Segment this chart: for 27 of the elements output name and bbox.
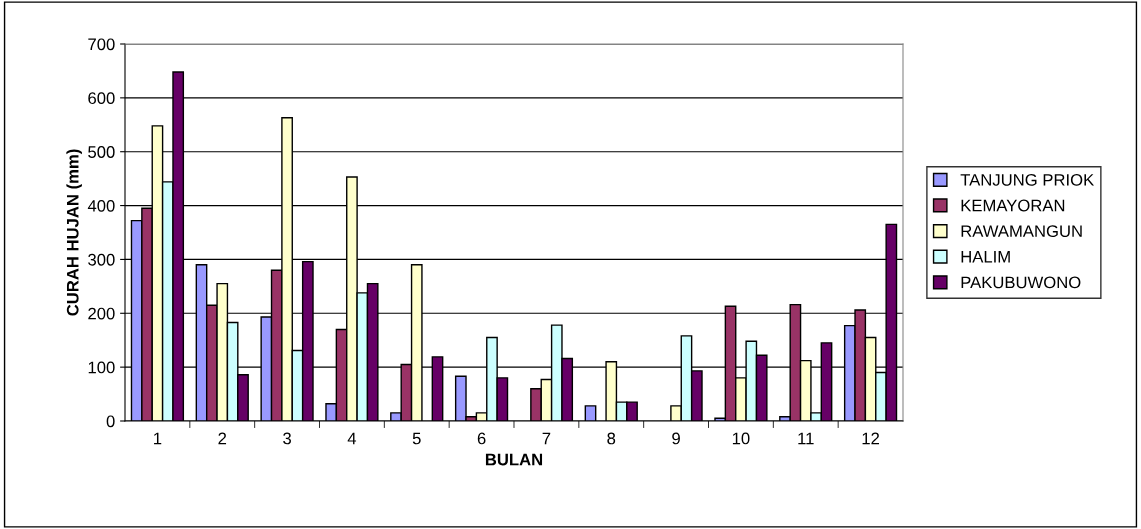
- x-tick-label: 5: [412, 432, 421, 445]
- x-tick-label: 6: [477, 432, 486, 445]
- y-tick-label: 200: [88, 307, 115, 320]
- y-tick-label: 700: [88, 38, 115, 51]
- x-tick-label: 8: [607, 432, 616, 445]
- x-tick-label: 4: [347, 432, 357, 445]
- legend-label: PAKUBUWONO: [961, 276, 1081, 289]
- x-tick-label: 2: [218, 432, 227, 445]
- y-axis-title: CURAH HUJAN (mm): [66, 149, 82, 316]
- x-tick-label: 10: [732, 432, 750, 445]
- x-tick-label: 11: [798, 432, 814, 445]
- x-tick-label: 9: [672, 432, 680, 445]
- x-tick-label: 3: [283, 432, 291, 445]
- x-axis-title: BULAN: [485, 453, 543, 466]
- legend-label: KEMAYORAN: [961, 199, 1065, 212]
- x-tick-label: 7: [542, 432, 551, 445]
- y-tick-label: 500: [88, 146, 115, 158]
- legend-label: HALIM: [961, 251, 1010, 263]
- y-tick-label: 0: [106, 415, 115, 428]
- x-tick-label: 12: [862, 432, 880, 445]
- y-tick-label: 100: [88, 361, 115, 374]
- x-tick-label: 1: [154, 432, 162, 445]
- y-tick-label: 300: [88, 253, 115, 266]
- y-tick-label: 600: [88, 92, 115, 105]
- legend-label: RAWAMANGUN: [961, 225, 1082, 238]
- legend-label: TANJUNG PRIOK: [960, 173, 1095, 186]
- y-tick-label: 400: [87, 199, 115, 212]
